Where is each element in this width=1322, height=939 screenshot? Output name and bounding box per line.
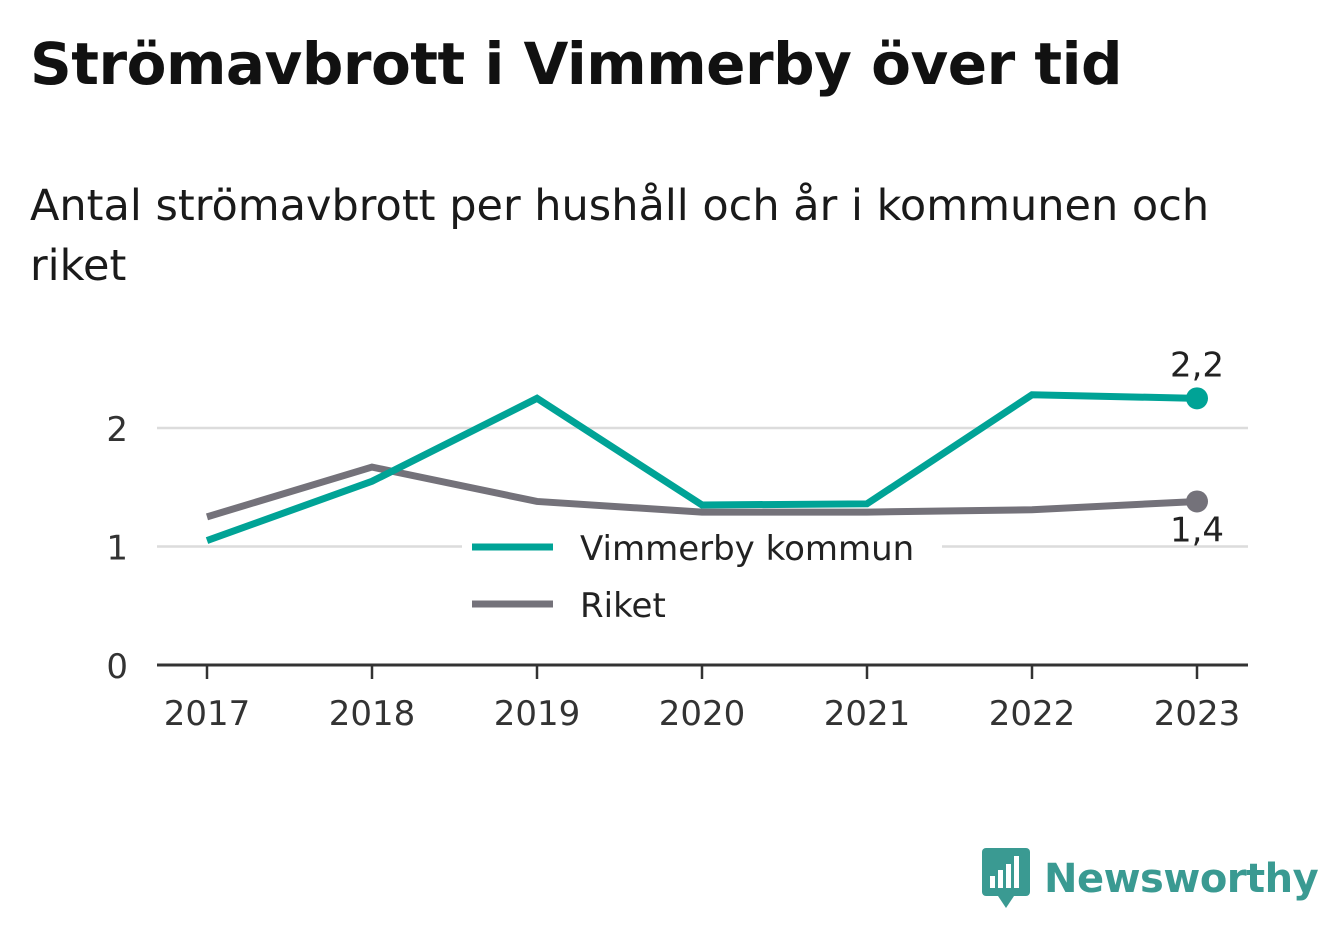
chart-title: Strömavbrott i Vimmerby över tid [30, 30, 1123, 98]
legend-label: Vimmerby kommun [580, 529, 914, 569]
series-end-point [1186, 387, 1208, 410]
y-tick-label: 2 [106, 410, 128, 450]
series-end-point [1186, 490, 1208, 513]
series-end-label: 1,4 [1170, 510, 1224, 550]
brand-name: Newsworthy [1044, 856, 1319, 902]
x-tick-label: 2017 [164, 694, 251, 734]
legend-background [462, 520, 942, 635]
x-tick-label: 2018 [329, 694, 416, 734]
series-line-vimmerby-kommun [205, 391, 1198, 544]
chart-subtitle: Antal strömavbrott per hushåll och år i … [30, 181, 1210, 291]
newsworthy-logo: Newsworthy [982, 848, 1319, 910]
x-tick-label: 2021 [824, 694, 911, 734]
y-tick-label: 0 [106, 647, 128, 687]
newsworthy-logo-icon [982, 848, 1030, 908]
x-tick-label: 2019 [494, 694, 581, 734]
series-end-label: 2,2 [1170, 345, 1224, 385]
legend-label: Riket [580, 586, 666, 626]
x-tick-label: 2023 [1154, 694, 1241, 734]
x-tick-label: 2022 [989, 694, 1076, 734]
x-tick-label: 2020 [659, 694, 746, 734]
y-tick-label: 1 [106, 528, 128, 568]
series-line-riket [205, 463, 1198, 521]
